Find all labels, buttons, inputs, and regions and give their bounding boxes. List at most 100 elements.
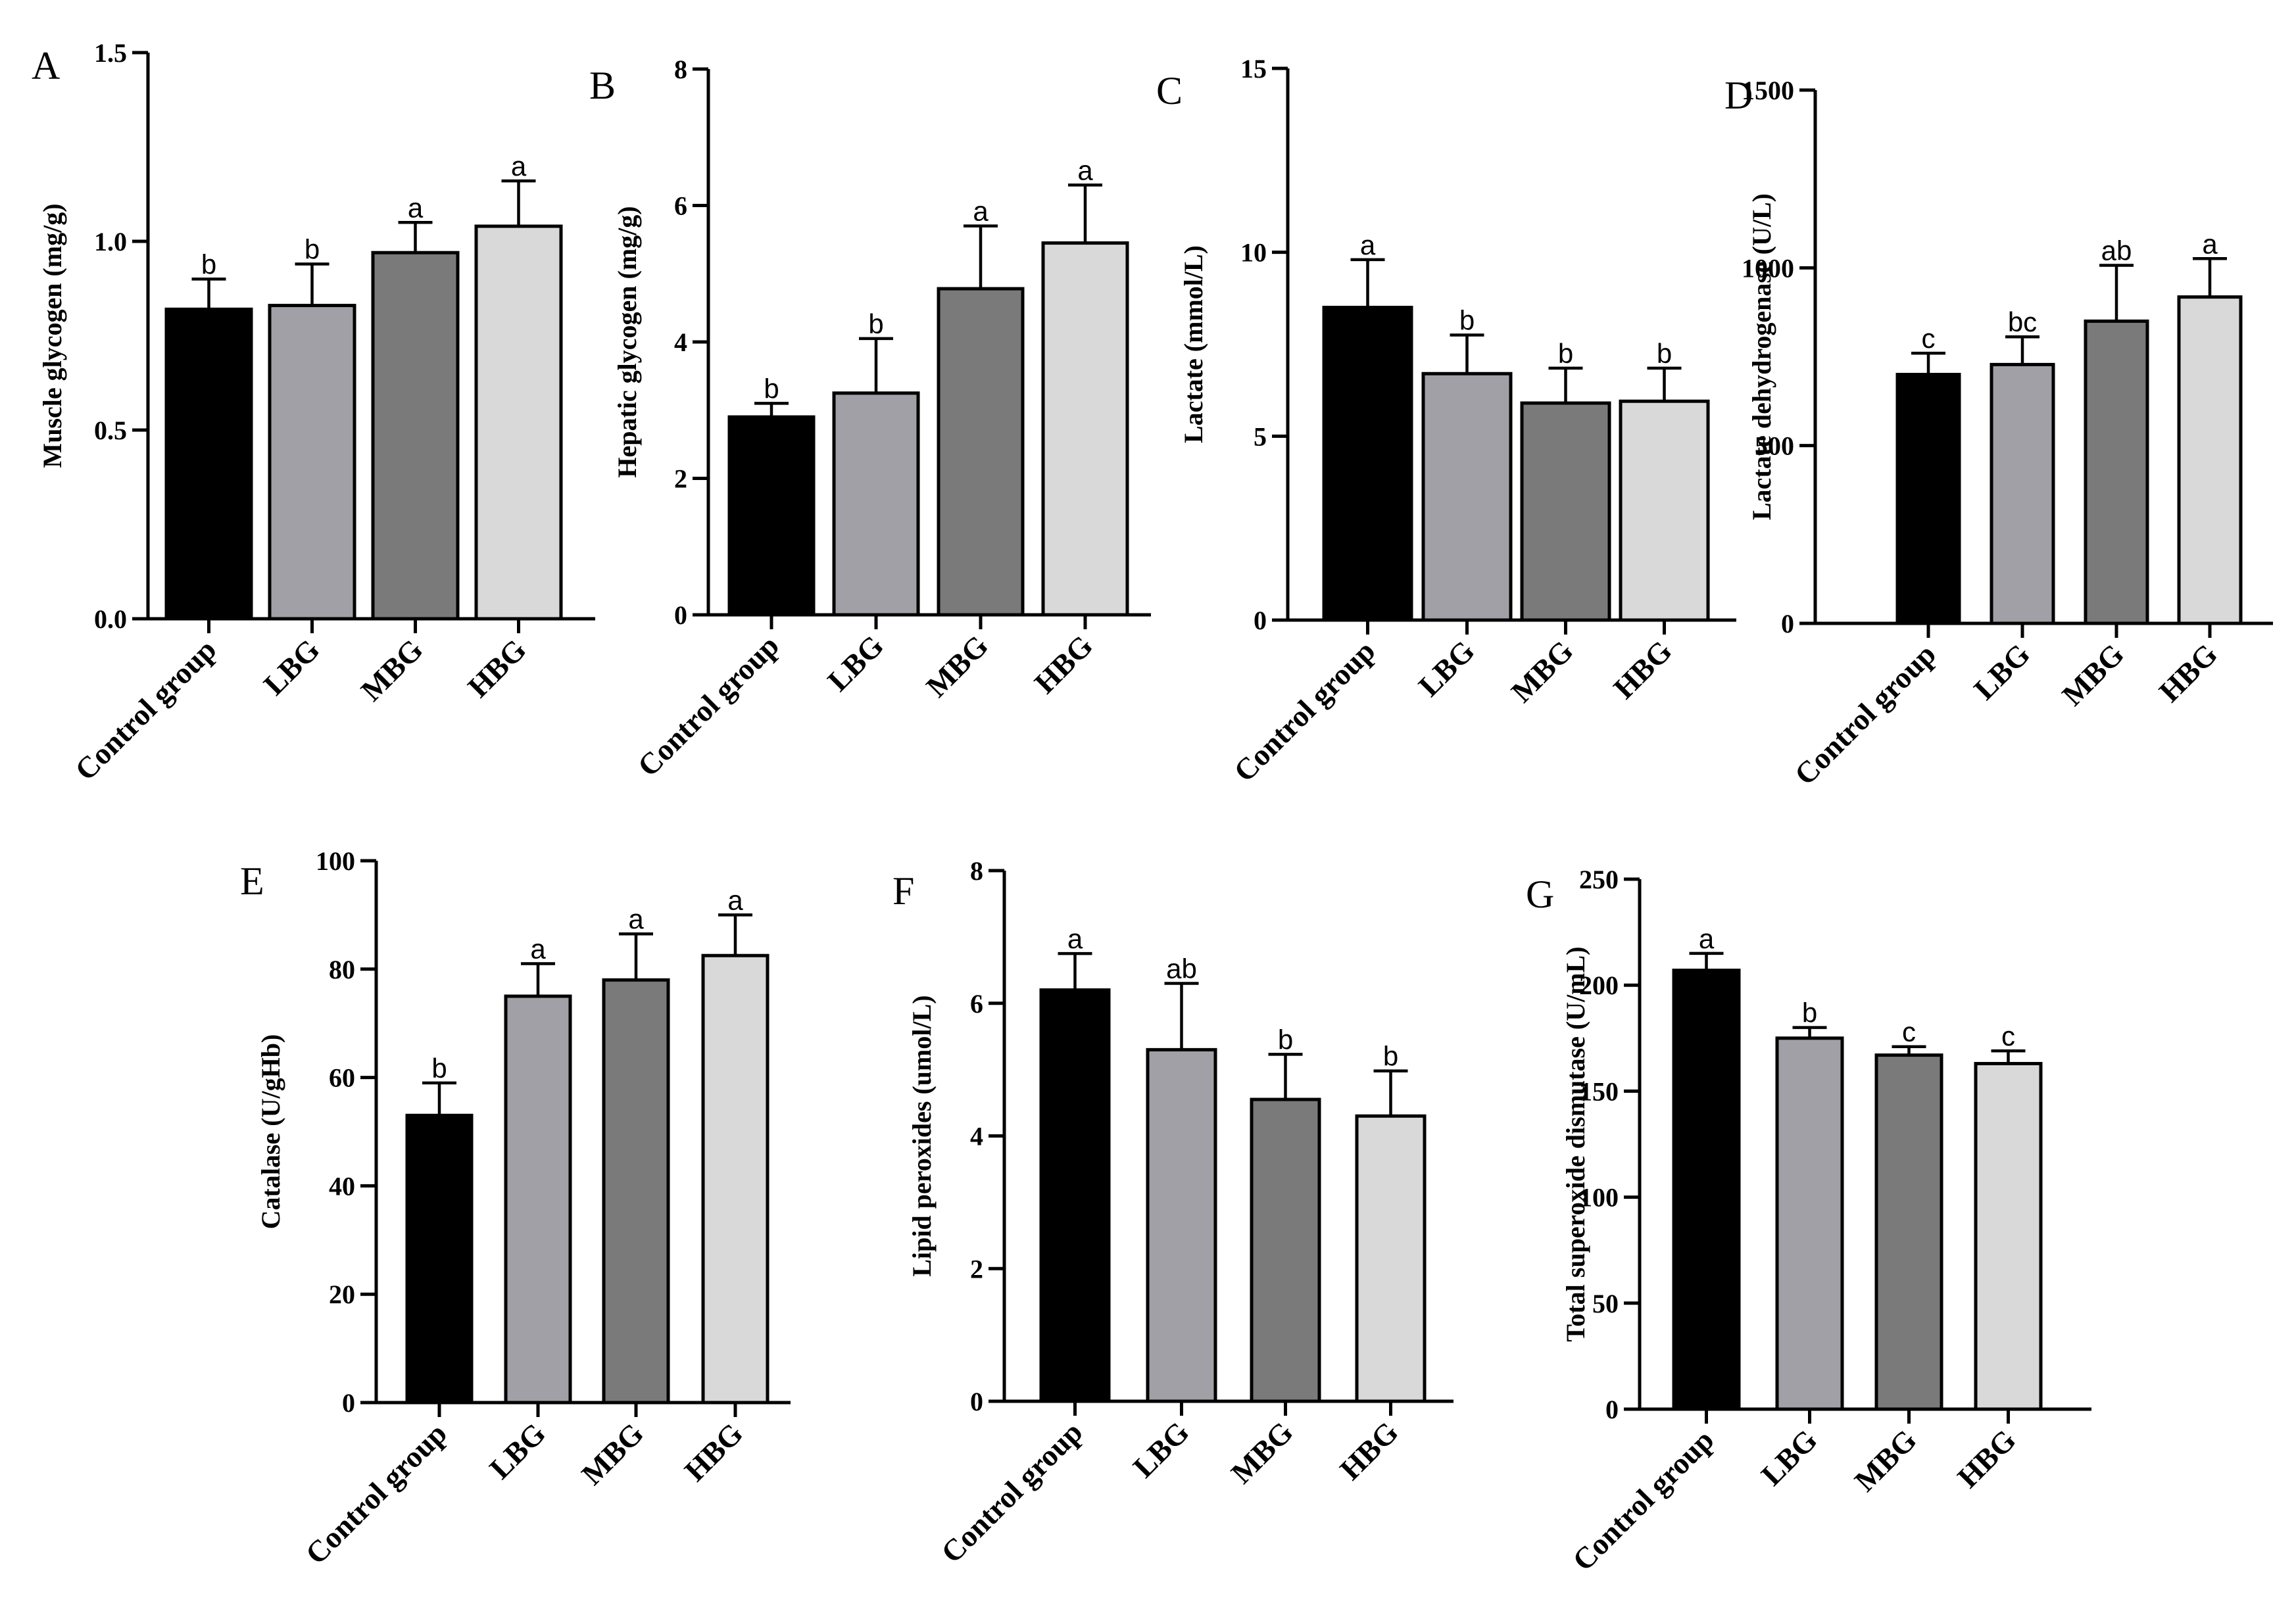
significance-letter: a <box>511 151 527 181</box>
y-tick-label: 8 <box>970 856 983 886</box>
x-tick-label: MBG <box>1848 1423 1923 1498</box>
bar-hbg <box>2177 295 2243 625</box>
y-tick-label: 0 <box>970 1387 983 1416</box>
x-tick-label: MBG <box>919 629 994 704</box>
y-tick-label: 60 <box>329 1063 355 1093</box>
bar-mbg <box>2084 319 2149 625</box>
significance-letter: ab <box>2101 235 2132 266</box>
y-tick-label: 50 <box>1592 1289 1619 1318</box>
y-tick-label: 200 <box>1579 971 1619 1000</box>
y-tick-label: 8 <box>674 55 687 84</box>
y-tick-label: 4 <box>970 1122 983 1151</box>
y-axis-title: Muscle glycogen (mg/g) <box>37 203 67 468</box>
y-axis-title: Lipid peroxides (umol/L) <box>907 995 937 1276</box>
significance-letter: a <box>2202 228 2218 259</box>
bar-mbg <box>1250 1097 1321 1403</box>
x-tick-label: LBG <box>821 629 890 698</box>
y-tick-label: 100 <box>1579 1183 1619 1213</box>
bar-mbg <box>371 251 460 621</box>
x-tick-label: LBG <box>1127 1415 1196 1484</box>
x-tick-label: MBG <box>354 633 429 708</box>
chart-panel-f: F Lipid peroxides (umol/L) a Control group a… <box>892 856 1453 1570</box>
y-tick-label: 1500 <box>1742 76 1794 105</box>
y-tick-label: 1000 <box>1742 253 1794 283</box>
x-tick-label: HBG <box>1607 634 1678 705</box>
bar-hbg <box>1041 241 1129 617</box>
y-axis-title: Total superoxide dismutase (U/mL) <box>1561 946 1590 1341</box>
significance-letter: a <box>1067 923 1083 954</box>
significance-letter: b <box>1657 338 1672 369</box>
bar-lbg <box>1421 372 1513 622</box>
y-tick-label: 5 <box>1254 421 1267 451</box>
significance-letter: b <box>1558 338 1573 369</box>
x-tick-label: LBG <box>257 633 326 702</box>
x-tick-label: HBG <box>678 1416 749 1487</box>
significance-letter: a <box>408 192 424 223</box>
y-tick-label: 80 <box>329 955 355 984</box>
x-tick-label: Control group <box>1788 637 1942 792</box>
significance-letter: b <box>431 1053 447 1084</box>
bar-lbg <box>1775 1036 1844 1411</box>
bar-control-group <box>405 1113 474 1405</box>
x-tick-label: Control group <box>935 1415 1089 1570</box>
significance-letter: a <box>628 903 644 934</box>
panel-letter: A <box>32 44 60 87</box>
bar-control-group <box>1672 969 1741 1411</box>
y-tick-label: 0.5 <box>94 416 127 445</box>
y-tick-label: 20 <box>329 1280 355 1309</box>
y-axis-title: Lactate (mmol/L) <box>1179 245 1208 443</box>
x-tick-label: HBG <box>2153 637 2224 708</box>
significance-letter: b <box>868 308 883 339</box>
x-tick-label: LBG <box>483 1416 552 1485</box>
y-tick-label: 0 <box>1781 609 1794 638</box>
bar-lbg <box>1146 1047 1217 1403</box>
bar-hbg <box>1355 1114 1427 1403</box>
significance-letter: bc <box>2008 306 2037 337</box>
panel-letter: B <box>589 64 616 107</box>
significance-letter: b <box>1278 1024 1293 1055</box>
x-tick-label: HBG <box>1333 1415 1404 1486</box>
significance-letter: b <box>201 249 216 279</box>
panel-letter: C <box>1156 69 1183 112</box>
x-tick-label: LBG <box>1755 1423 1824 1492</box>
y-tick-label: 15 <box>1240 54 1267 84</box>
bar-hbg <box>1974 1061 2043 1411</box>
y-tick-label: 100 <box>316 846 355 876</box>
bar-lbg <box>504 994 572 1405</box>
y-tick-label: 6 <box>970 989 983 1019</box>
bar-hbg <box>1619 399 1710 622</box>
significance-letter: c <box>1902 1017 1916 1047</box>
x-tick-label: Control group <box>68 633 223 787</box>
y-tick-label: 6 <box>674 191 687 221</box>
chart-panel-a: A Muscle glycogen (mg/g) b Control group b LB… <box>32 38 595 787</box>
chart-panel-g: G Total superoxide dismutase (U/mL) a Contr… <box>1526 865 2091 1577</box>
significance-letter: a <box>727 884 743 915</box>
bar-mbg <box>1520 401 1611 622</box>
panel-letter: G <box>1526 873 1554 916</box>
x-tick-label: MBG <box>575 1416 650 1491</box>
bar-mbg <box>602 978 670 1405</box>
y-tick-label: 4 <box>674 327 687 357</box>
y-tick-label: 0 <box>342 1388 355 1418</box>
chart-panel-b: B Hepatic glycogen (mg/g) b Control group b L… <box>589 55 1151 783</box>
bar-lbg <box>1990 362 2055 625</box>
bar-lbg <box>268 304 356 621</box>
significance-letter: a <box>530 934 546 965</box>
y-tick-label: 0.0 <box>94 604 127 634</box>
x-tick-label: Control group <box>299 1416 453 1571</box>
significance-letter: c <box>1922 323 1936 354</box>
y-axis-title: Hepatic glycogen (mg/g) <box>612 206 642 477</box>
significance-letter: a <box>973 196 989 227</box>
x-tick-label: LBG <box>1412 634 1481 703</box>
bar-mbg <box>937 287 1025 617</box>
significance-letter: ab <box>1166 953 1197 984</box>
chart-panel-d: D Lactate dehydrogenase (U/L) c Control gro… <box>1724 74 2273 792</box>
significance-letter: b <box>1383 1041 1398 1072</box>
x-tick-label: MBG <box>2055 637 2130 712</box>
significance-letter: a <box>1077 155 1093 185</box>
y-tick-label: 500 <box>1755 431 1794 461</box>
x-tick-label: HBG <box>1951 1423 2022 1494</box>
x-tick-label: HBG <box>461 633 532 704</box>
